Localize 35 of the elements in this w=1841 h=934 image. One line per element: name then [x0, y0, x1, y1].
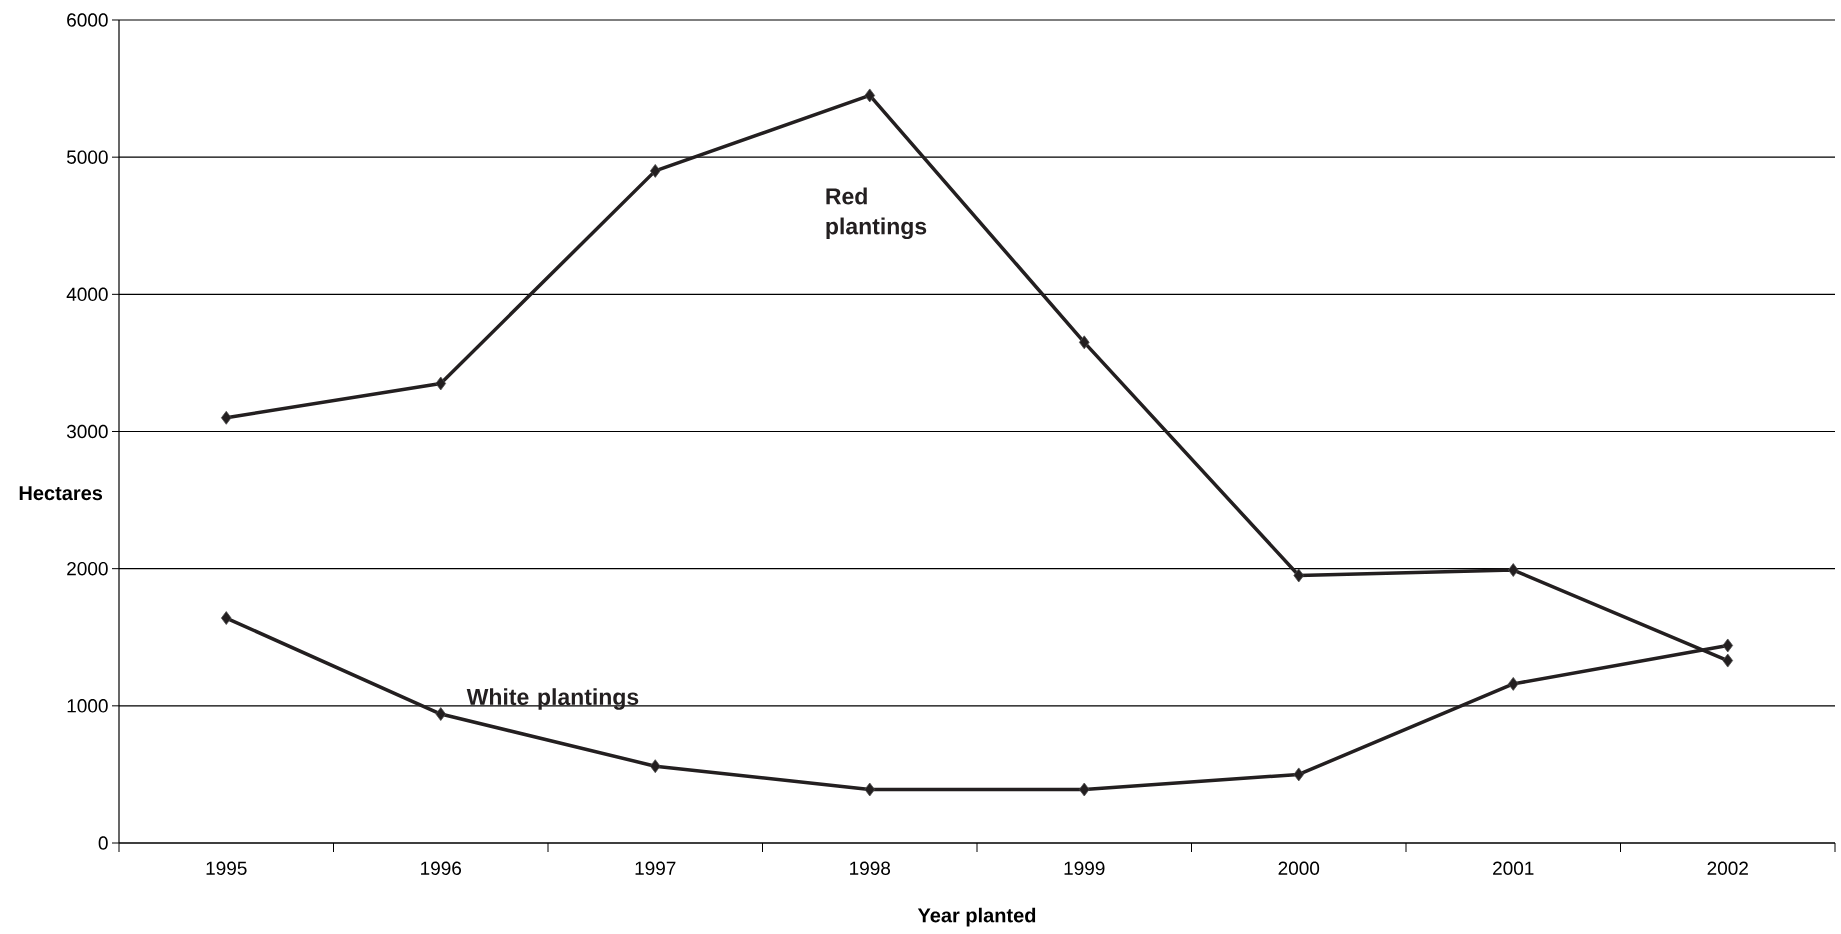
point [864, 782, 876, 797]
point [1722, 638, 1734, 653]
y-tick-label: 6000 [67, 13, 108, 27]
y-tick-label: 1000 [67, 699, 108, 713]
point [220, 410, 232, 425]
x-tick-label: 2002 [1707, 861, 1748, 875]
point [1507, 563, 1519, 577]
x-tick-label: 1995 [206, 861, 247, 875]
y-tick-label: 3000 [66, 424, 108, 439]
point [1293, 767, 1305, 782]
point [1722, 653, 1734, 668]
x-tick-label: 2000 [1278, 861, 1320, 875]
x-tick-label: 1996 [421, 861, 462, 875]
point [864, 88, 876, 103]
point [649, 759, 661, 774]
point [220, 611, 232, 625]
point [1507, 676, 1519, 691]
y-axis-title: Hectares [19, 486, 103, 501]
point [435, 707, 447, 721]
series-label: White plantings [466, 688, 639, 710]
x-tick-label: 2001 [1493, 861, 1534, 875]
x-axis-title: Year planted [917, 907, 1036, 927]
x-tick-label: 1997 [635, 861, 676, 875]
y-tick-label: 2000 [67, 561, 108, 576]
y-tick-label: 0 [98, 836, 108, 850]
x-tick-label: 1999 [1064, 861, 1105, 875]
point [1293, 568, 1305, 583]
x-tick-label: 1998 [850, 861, 891, 875]
point [1078, 335, 1090, 350]
y-tick-label: 4000 [66, 287, 108, 302]
series-label: Red plantings [826, 187, 927, 240]
point [435, 376, 447, 391]
point [1078, 782, 1090, 797]
y-tick-label: 5000 [66, 150, 108, 164]
point [649, 163, 661, 178]
